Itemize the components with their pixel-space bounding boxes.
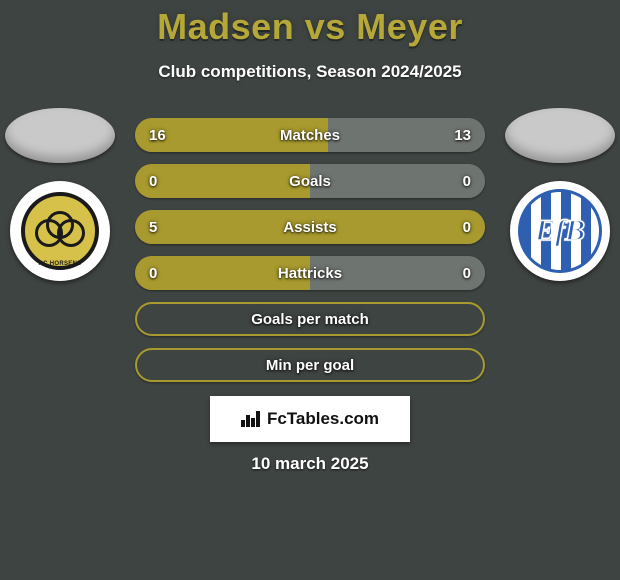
stats-container: 1613Matches 00Goals 50Assists 00Hattricks Go… [135,118,485,394]
player-right-panel: EfB [500,108,620,281]
stat-bar-left [135,210,485,244]
club-badge-left-inner [21,192,99,270]
stat-label: Min per goal [137,350,483,380]
stat-row: Min per goal [135,348,485,382]
title-player1: Madsen [157,6,294,47]
stat-bar-right [310,256,485,290]
bar-chart-icon [241,411,261,427]
comparison-card: Madsen vs Meyer Club competitions, Seaso… [0,0,620,580]
stat-row: 00Hattricks [135,256,485,290]
club-badge-right-inner: EfB [518,189,602,273]
brand-text: FcTables.com [267,409,379,429]
title-vs: vs [305,6,346,47]
stat-row: Goals per match [135,302,485,336]
stat-row: 1613Matches [135,118,485,152]
club-badge-right: EfB [510,181,610,281]
stat-bar-left [135,164,310,198]
title-player2: Meyer [356,6,463,47]
stat-row: 50Assists [135,210,485,244]
player-right-silhouette-icon [505,108,615,163]
stat-label: Goals per match [137,304,483,334]
stat-bar-right [328,118,485,152]
brand-box: FcTables.com [210,396,410,442]
stat-bar-right [310,164,485,198]
club-badge-left-label: AC HORSENS [38,261,81,267]
club-badge-left: AC HORSENS [10,181,110,281]
player-left-panel: AC HORSENS [0,108,120,281]
stat-bar-left [135,118,328,152]
page-title: Madsen vs Meyer [0,0,620,48]
date-text: 10 march 2025 [0,454,620,474]
rings-icon [35,211,85,251]
stat-row: 00Goals [135,164,485,198]
player-left-silhouette-icon [5,108,115,163]
subtitle: Club competitions, Season 2024/2025 [0,62,620,82]
club-badge-right-label: EfB [535,214,585,248]
stat-bar-left [135,256,310,290]
